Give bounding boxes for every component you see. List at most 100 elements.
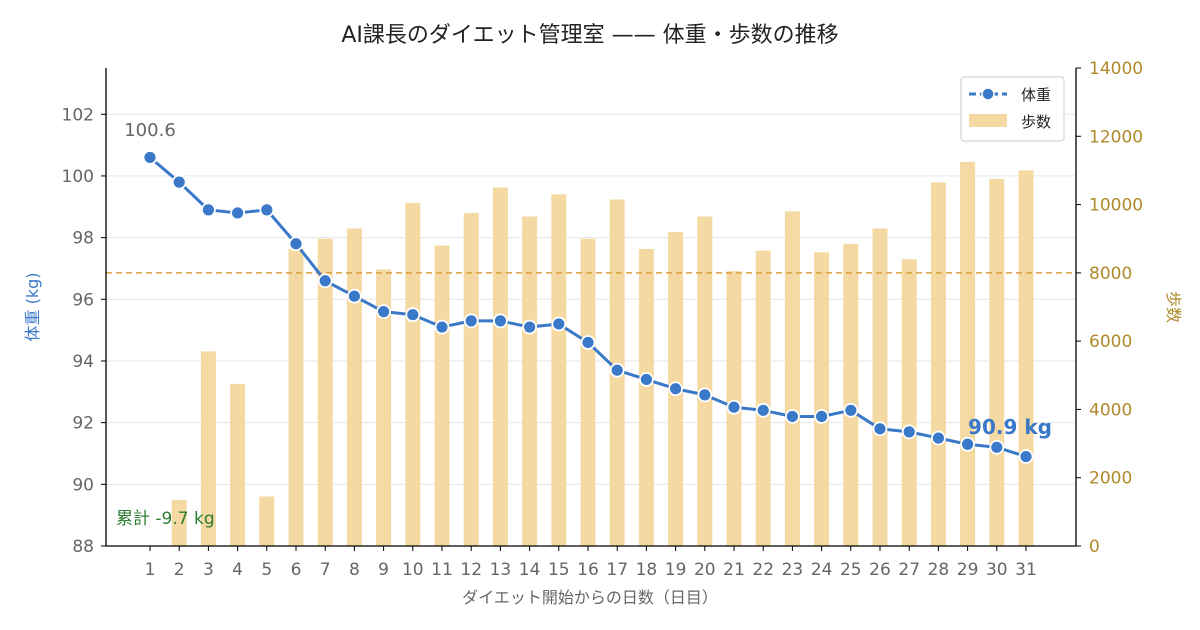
steps-bar (784, 211, 800, 546)
x-tick-label: 9 (378, 560, 389, 580)
x-tick-label: 31 (1015, 560, 1037, 580)
steps-bar (463, 213, 479, 546)
steps-bar (989, 178, 1005, 546)
steps-bar (259, 496, 275, 546)
total-loss-label: 累計 -9.7 kg (116, 509, 215, 529)
y2-tick-label: 14000 (1089, 59, 1143, 79)
y-tick-label: 94 (72, 352, 94, 372)
steps-bar (376, 269, 392, 546)
y-tick-label: 90 (72, 475, 94, 495)
y-axis-title: 体重 (kg) (23, 273, 42, 342)
x-tick-label: 16 (577, 560, 599, 580)
steps-bar (317, 238, 333, 546)
x-tick-label: 27 (898, 560, 920, 580)
weight-point (639, 372, 654, 387)
weight-point (1018, 449, 1034, 464)
steps-bar (638, 248, 654, 546)
weight-point (551, 316, 567, 332)
y2-tick-label: 8000 (1089, 264, 1132, 284)
y2-tick-label: 12000 (1089, 127, 1143, 147)
x-tick-label: 14 (519, 560, 541, 580)
x-tick-label: 20 (694, 560, 716, 580)
x-axis-title: ダイエット開始からの日数（日目） (462, 588, 718, 607)
weight-point (726, 399, 742, 415)
weight-point (785, 409, 800, 424)
x-tick-label: 28 (928, 560, 950, 580)
x-tick-label: 2 (174, 560, 185, 580)
legend-steps-label: 歩数 (1021, 113, 1051, 131)
steps-bar (551, 194, 567, 547)
weight-point (230, 205, 246, 221)
x-tick-label: 7 (320, 560, 331, 580)
steps-bar (171, 499, 187, 546)
steps-bar (872, 228, 888, 546)
weight-point (142, 150, 158, 165)
weight-point (668, 381, 683, 397)
steps-bar (288, 248, 304, 546)
start-weight-label: 100.6 (124, 120, 176, 141)
weight-point (989, 439, 1005, 455)
x-tick-label: 22 (752, 560, 774, 580)
x-tick-label: 13 (490, 560, 512, 580)
x-tick-label: 26 (869, 560, 891, 580)
y2-tick-label: 6000 (1089, 332, 1132, 352)
chart-title: AI課長のダイエット管理室 —— 体重・歩数の推移 (341, 23, 838, 48)
steps-bar (580, 238, 596, 546)
weight-point (843, 402, 859, 418)
y-tick-label: 100 (62, 167, 94, 187)
weight-point (814, 409, 829, 424)
weight-point (463, 313, 479, 329)
steps-bar (200, 351, 216, 546)
y2-axis-title: 歩数 (1164, 291, 1183, 323)
x-tick-label: 23 (782, 560, 804, 580)
x-tick-label: 10 (402, 560, 424, 580)
steps-bar (492, 187, 508, 546)
weight-point (200, 202, 216, 218)
x-tick-label: 15 (548, 560, 570, 580)
weight-point (755, 402, 771, 418)
y2-tick-label: 4000 (1089, 400, 1132, 420)
x-tick-label: 17 (606, 560, 628, 580)
x-tick-label: 18 (636, 560, 658, 580)
weight-point (259, 202, 275, 218)
weight-point (580, 335, 596, 350)
weight-point (522, 319, 537, 335)
x-tick-label: 1 (145, 560, 156, 580)
x-tick-label: 19 (665, 560, 687, 580)
weight-point (901, 424, 917, 440)
steps-bar (755, 250, 771, 546)
legend-steps-swatch (969, 114, 1007, 127)
legend: 体重 歩数 (960, 76, 1065, 142)
weight-point (317, 273, 333, 289)
legend-weight-marker (981, 87, 995, 101)
weight-point (346, 288, 362, 304)
steps-bar (1018, 170, 1034, 546)
weight-point (697, 387, 713, 403)
steps-bar (346, 228, 362, 546)
weight-point (288, 236, 304, 252)
x-tick-label: 29 (957, 560, 979, 580)
y-tick-label: 102 (62, 105, 94, 125)
y-tick-label: 92 (72, 414, 94, 434)
steps-bar (814, 252, 830, 546)
y2-tick-label: 2000 (1089, 469, 1132, 489)
steps-bar (901, 259, 917, 546)
weight-point (872, 421, 888, 437)
y2-tick-label: 10000 (1089, 196, 1143, 216)
steps-bar (405, 202, 421, 546)
steps-bar (930, 182, 946, 546)
y-tick-label: 96 (72, 290, 94, 310)
x-tick-label: 4 (232, 560, 243, 580)
x-tick-label: 5 (261, 560, 272, 580)
steps-bar (960, 161, 976, 546)
weight-point (931, 430, 946, 446)
x-tick-label: 21 (723, 560, 745, 580)
steps-bar (230, 383, 246, 546)
weight-point (434, 319, 450, 335)
steps-bar (697, 216, 713, 546)
x-tick-label: 30 (986, 560, 1008, 580)
x-tick-label: 12 (460, 560, 482, 580)
x-tick-label: 3 (203, 560, 214, 580)
